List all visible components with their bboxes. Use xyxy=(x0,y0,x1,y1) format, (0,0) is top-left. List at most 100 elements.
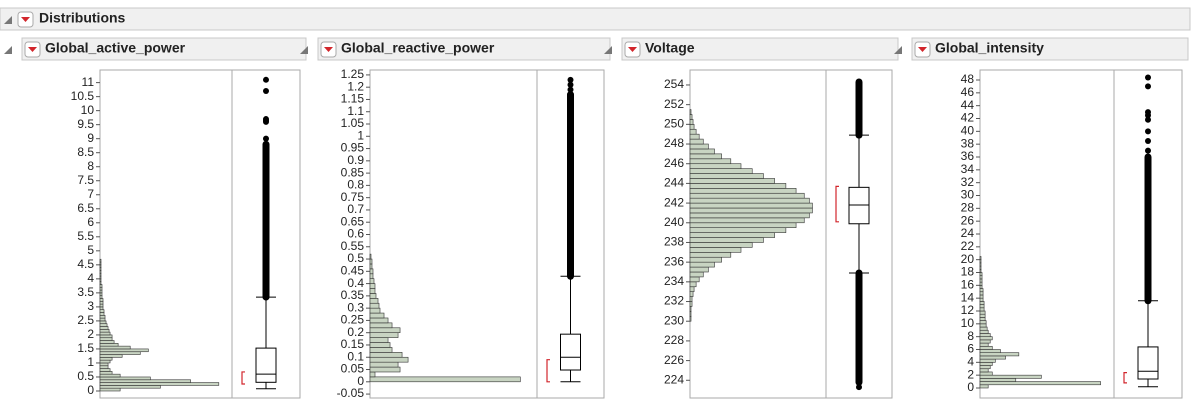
red-triangle-icon xyxy=(628,47,637,52)
histogram-bar xyxy=(99,298,104,302)
histogram-bar xyxy=(369,312,385,319)
histogram-bar xyxy=(369,371,376,378)
outlier-point xyxy=(1145,137,1151,144)
histogram-frame xyxy=(99,69,233,399)
histogram-bar xyxy=(369,342,391,348)
disclosure-triangle[interactable] xyxy=(4,46,12,54)
histogram-bar xyxy=(689,207,813,214)
y-tick-label: 4 xyxy=(967,354,974,368)
y-tick-label: 20 xyxy=(961,252,975,266)
histogram-bar xyxy=(979,329,989,334)
y-tick-label: 0.25 xyxy=(341,313,365,327)
y-tick-label: 0.2 xyxy=(347,325,364,339)
histogram-bar xyxy=(979,304,985,309)
y-tick-label: 0.1 xyxy=(347,349,364,363)
histogram-bar xyxy=(99,348,149,353)
disclosure-triangle[interactable] xyxy=(604,46,612,54)
shortest-half-bracket xyxy=(835,185,839,223)
disclosure-triangle[interactable] xyxy=(894,46,902,54)
y-tick-label: 0.6 xyxy=(347,227,364,241)
y-tick-label: 18 xyxy=(961,265,975,279)
histogram-bar xyxy=(99,362,109,367)
histogram-bar xyxy=(979,285,983,289)
histogram-bar xyxy=(689,202,813,209)
y-tick-label: 1 xyxy=(357,128,364,142)
y-tick-label: 226 xyxy=(664,353,684,367)
histogram-bar xyxy=(689,124,695,130)
y-tick-label: 0 xyxy=(967,380,974,394)
histogram-bar xyxy=(689,119,694,125)
histogram-bar xyxy=(369,288,376,294)
histogram-bar xyxy=(689,261,715,268)
histogram-bar xyxy=(369,268,374,275)
histogram-bar xyxy=(689,306,692,312)
histogram-bar xyxy=(369,347,393,353)
outlier-band xyxy=(1144,153,1152,305)
outlier-band xyxy=(262,140,270,301)
y-tick-label: 0 xyxy=(357,374,364,388)
histogram-bar xyxy=(979,358,996,363)
histogram-bar xyxy=(689,276,700,283)
histogram-bar xyxy=(99,365,109,369)
y-tick-label: 246 xyxy=(664,156,684,170)
y-tick-label: 24 xyxy=(961,226,975,240)
histogram-bar xyxy=(689,114,693,120)
box xyxy=(560,333,581,371)
y-tick-label: 22 xyxy=(961,239,975,253)
histogram-bar xyxy=(369,253,372,260)
panel-title: Global_active_power xyxy=(45,40,186,56)
panel-header xyxy=(621,37,899,61)
histogram-bar xyxy=(99,320,107,325)
y-tick-label: 0.3 xyxy=(347,300,364,314)
histogram-bar xyxy=(689,296,693,302)
disclosure-triangle[interactable] xyxy=(300,46,308,54)
red-triangle-icon xyxy=(28,47,37,52)
histogram-bar xyxy=(99,382,220,386)
histogram-bar xyxy=(369,376,521,383)
y-tick-label: 30 xyxy=(961,188,975,202)
histogram-bar xyxy=(979,268,982,273)
histogram-bar xyxy=(689,197,810,204)
histogram-bar xyxy=(979,307,985,312)
histogram-bar xyxy=(99,281,102,285)
histogram-frame xyxy=(979,69,1115,399)
histogram-bar xyxy=(979,342,989,347)
histogram-bar xyxy=(979,333,991,337)
histogram-bar xyxy=(689,133,700,140)
y-tick-label: 14 xyxy=(961,290,975,304)
y-tick-label: 28 xyxy=(961,201,975,215)
histogram-bar xyxy=(99,306,104,310)
y-tick-label: 3 xyxy=(87,299,94,313)
y-tick-label: 8 xyxy=(967,329,974,343)
histogram-bar xyxy=(369,283,376,289)
histogram-bar xyxy=(99,323,108,327)
y-tick-label: 2 xyxy=(967,367,974,381)
histogram-bar xyxy=(99,357,113,361)
histogram-bar xyxy=(979,352,1020,357)
box xyxy=(255,347,277,383)
histogram-bar xyxy=(979,288,984,293)
y-tick-label: 234 xyxy=(664,274,684,288)
outlier-point xyxy=(856,384,862,391)
histogram-bar xyxy=(689,291,694,297)
shortest-half-bracket xyxy=(1123,371,1127,384)
y-tick-label: 34 xyxy=(961,162,975,176)
y-tick-label: 232 xyxy=(664,294,684,308)
y-tick-label: 10 xyxy=(961,316,975,330)
histogram-bar xyxy=(99,309,105,313)
outlier-point xyxy=(263,76,269,83)
outlier-point xyxy=(263,116,269,123)
y-tick-label: 0.65 xyxy=(341,214,365,228)
y-tick-label: 38 xyxy=(961,136,975,150)
histogram-bar xyxy=(99,295,103,299)
histogram-bar xyxy=(689,271,704,278)
disclosure-triangle[interactable] xyxy=(4,16,12,24)
histogram-bar xyxy=(979,291,984,296)
y-tick-label: 248 xyxy=(664,136,684,150)
histogram-bar xyxy=(99,300,104,305)
histogram-bar xyxy=(979,362,993,366)
histogram-bar xyxy=(99,261,102,266)
panel-header xyxy=(911,37,1189,61)
outlier-point xyxy=(567,86,574,93)
